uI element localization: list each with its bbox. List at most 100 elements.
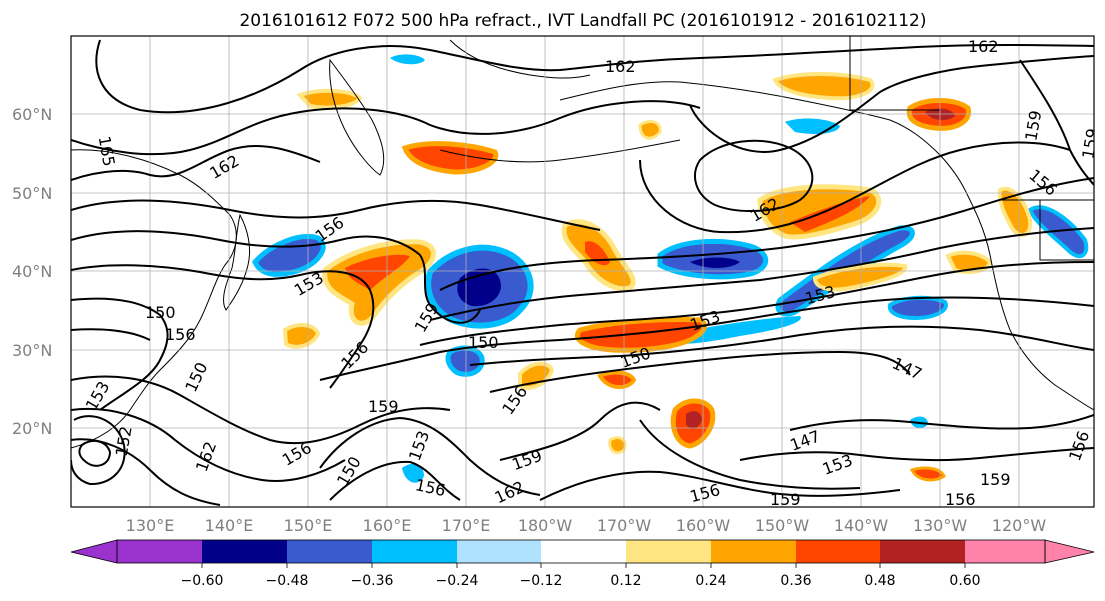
contour-line (689, 55, 1094, 153)
colorbar-tick-label: 0.12 (610, 573, 641, 589)
colorbar-swatch (796, 540, 880, 563)
contour-line (71, 375, 451, 445)
map-title: 2016101612 F072 500 hPa refract., IVT La… (239, 11, 926, 31)
coastline-north-america (964, 189, 1094, 411)
shade-positive-patch (574, 316, 708, 353)
lon-label: 140°E (205, 516, 254, 535)
shade-positive-core (686, 411, 702, 429)
shade-positive-patch (638, 120, 662, 140)
contour-line (539, 470, 901, 501)
contour-label: 150 (145, 303, 176, 322)
colorbar-extend-low (70, 539, 118, 564)
colorbar-tick-label: −0.36 (351, 573, 394, 589)
lon-label: 150°W (755, 516, 810, 535)
contour-line (639, 419, 861, 490)
colorbar-swatch (965, 540, 1045, 563)
shade-positive-patch (608, 436, 627, 455)
colorbar-swatch (541, 540, 626, 563)
lon-label: 160°W (676, 516, 731, 535)
shade-negative-core (690, 257, 740, 268)
colorbar-swatch (711, 540, 796, 563)
contour-line (95, 39, 1094, 114)
contour-line (71, 415, 126, 486)
contour-line (639, 141, 1071, 234)
colorbar-border (116, 539, 1046, 564)
contour-label: 159 (770, 490, 801, 509)
lon-label: 160°E (363, 516, 412, 535)
colorbar-swatch (202, 540, 287, 563)
lon-label: 130°W (913, 516, 968, 535)
lon-label: 170°W (597, 516, 652, 535)
colorbar: −0.60 −0.48 −0.36 −0.24 −0.12 0.12 0.24 … (70, 539, 1095, 589)
contour-line (71, 264, 375, 389)
lat-label: 60°N (12, 105, 52, 124)
lon-label: 140°W (834, 516, 889, 535)
shade-negative-patch (390, 54, 425, 65)
colorbar-tick-label: −0.48 (266, 573, 309, 589)
contour-line (319, 416, 541, 496)
contour-label: 150 (468, 333, 499, 352)
contour-line (71, 328, 151, 341)
lon-label: 180°W (518, 516, 573, 535)
contour-label: 156 (165, 325, 196, 344)
contour-layer (71, 39, 1094, 506)
contour-label: 156 (945, 490, 976, 509)
contour-line (71, 230, 481, 324)
lon-label: 170°E (442, 516, 491, 535)
shade-positive-patch (597, 370, 637, 389)
shade-positive-patch (322, 239, 436, 326)
lat-label: 40°N (12, 262, 52, 281)
colorbar-swatch (287, 540, 372, 563)
shade-positive-patch (518, 361, 555, 390)
contour-label: 159 (1078, 127, 1102, 160)
contour-line (71, 100, 701, 156)
colorbar-swatch (457, 540, 541, 563)
contour-line (419, 261, 1094, 346)
shade-positive-patch (772, 72, 875, 101)
contour-line (319, 296, 1094, 381)
colorbar-tick-label: 0.24 (695, 573, 726, 589)
shade-positive-patch (282, 323, 321, 349)
colorbar-tick-label: 0.48 (864, 573, 895, 589)
map-panel: 162 162 165 162 156 153 150 156 159 156 … (70, 35, 1102, 509)
coastline-bering (449, 39, 591, 79)
contour-line (489, 350, 911, 393)
contour-line (78, 439, 112, 467)
contour-line (329, 460, 461, 501)
lat-label: 20°N (12, 419, 52, 438)
shade-positive-patch (401, 141, 499, 175)
colorbar-tick-label: −0.12 (520, 573, 563, 589)
contour-label: 159 (980, 470, 1011, 489)
colorbar-swatch (880, 540, 965, 563)
coastline-canada-border (849, 36, 940, 111)
contour-line (429, 227, 1094, 321)
shade-positive-patch (296, 88, 363, 110)
graticule (71, 36, 1094, 507)
lon-axis: 130°E 140°E 150°E 160°E 170°E 180°W 170°… (126, 516, 1047, 535)
contour-line (469, 325, 1094, 366)
lon-label: 120°W (992, 516, 1047, 535)
coastline-japan (223, 213, 251, 311)
colorbar-tick-labels: −0.60 −0.48 −0.36 −0.24 −0.12 0.12 0.24 … (181, 573, 981, 589)
contour-line (1019, 59, 1094, 186)
contour-line (694, 139, 814, 213)
lat-label: 50°N (12, 184, 52, 203)
coastline-asia (71, 149, 237, 449)
contour-line (789, 414, 1094, 431)
colorbar-tick-label: 0.36 (780, 573, 811, 589)
contour-label: 162 (968, 37, 999, 56)
colorbar-tick-label: 0.60 (949, 573, 980, 589)
colorbar-swatch (117, 540, 202, 563)
shade-positive-core (345, 254, 410, 290)
colorbar-ticks (201, 563, 966, 568)
contour-line (71, 408, 346, 482)
contour-label: 159 (368, 397, 399, 416)
shade-positive-core (790, 196, 870, 232)
colorbar-extend-high (1044, 539, 1095, 564)
lon-label: 130°E (126, 516, 175, 535)
contour-line (739, 447, 1094, 462)
colorbar-tick-label: −0.60 (181, 573, 224, 589)
shade-negative-patch (887, 295, 948, 321)
shade-negative-patch (402, 463, 424, 483)
